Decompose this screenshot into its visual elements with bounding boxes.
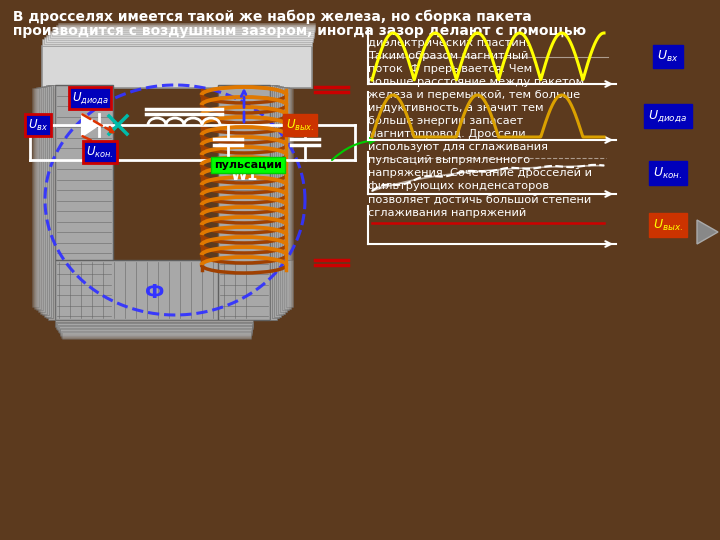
FancyBboxPatch shape [286, 88, 293, 307]
FancyBboxPatch shape [55, 320, 253, 327]
Text: $U_{диода}$: $U_{диода}$ [71, 90, 109, 106]
FancyBboxPatch shape [36, 87, 43, 310]
FancyBboxPatch shape [56, 25, 315, 32]
FancyBboxPatch shape [270, 260, 277, 320]
FancyBboxPatch shape [272, 85, 279, 319]
FancyBboxPatch shape [60, 327, 251, 334]
FancyBboxPatch shape [284, 88, 291, 309]
Polygon shape [82, 114, 99, 136]
FancyBboxPatch shape [60, 329, 251, 336]
FancyBboxPatch shape [58, 326, 252, 333]
Polygon shape [697, 220, 718, 244]
Text: $U_{вх}$: $U_{вх}$ [28, 117, 48, 132]
FancyBboxPatch shape [278, 86, 285, 314]
FancyBboxPatch shape [62, 332, 251, 339]
FancyBboxPatch shape [42, 86, 49, 315]
Text: $U_{кон.}$: $U_{кон.}$ [653, 165, 683, 180]
FancyBboxPatch shape [270, 85, 277, 320]
FancyBboxPatch shape [280, 87, 287, 312]
FancyBboxPatch shape [58, 325, 252, 332]
FancyBboxPatch shape [274, 86, 281, 317]
FancyBboxPatch shape [55, 260, 253, 320]
Text: производится с воздушным зазором, иногда зазор делают с помощью: производится с воздушным зазором, иногда… [8, 24, 586, 38]
FancyBboxPatch shape [52, 29, 314, 36]
FancyBboxPatch shape [218, 85, 270, 320]
FancyBboxPatch shape [46, 85, 53, 319]
FancyBboxPatch shape [34, 88, 41, 309]
Text: диэлектрических пластин.
Таким образом магнитный
поток  Ф прерывается. Чем
больш: диэлектрических пластин. Таким образом м… [368, 38, 592, 218]
Text: пульсации: пульсации [214, 160, 282, 170]
FancyBboxPatch shape [272, 260, 279, 319]
FancyBboxPatch shape [42, 46, 312, 88]
FancyBboxPatch shape [44, 37, 312, 44]
FancyBboxPatch shape [48, 85, 55, 320]
FancyBboxPatch shape [55, 85, 113, 320]
FancyBboxPatch shape [61, 330, 251, 338]
FancyBboxPatch shape [284, 260, 291, 309]
FancyBboxPatch shape [58, 23, 315, 30]
FancyBboxPatch shape [44, 86, 51, 317]
FancyBboxPatch shape [276, 86, 283, 315]
Text: $U_{вх}$: $U_{вх}$ [657, 49, 679, 64]
FancyBboxPatch shape [282, 260, 289, 310]
FancyBboxPatch shape [54, 27, 315, 34]
FancyBboxPatch shape [274, 260, 281, 317]
Text: Ф: Ф [145, 282, 165, 301]
Text: $U_{кон.}$: $U_{кон.}$ [86, 144, 114, 159]
FancyBboxPatch shape [56, 321, 253, 328]
FancyBboxPatch shape [32, 88, 39, 307]
Text: $U_{вых.}$: $U_{вых.}$ [653, 218, 683, 233]
FancyBboxPatch shape [48, 33, 313, 40]
FancyBboxPatch shape [282, 87, 289, 310]
Text: $U_{вых.}$: $U_{вых.}$ [286, 117, 314, 132]
FancyBboxPatch shape [38, 87, 45, 312]
Text: $U_{диода}$: $U_{диода}$ [649, 108, 688, 124]
FancyBboxPatch shape [276, 260, 283, 315]
FancyBboxPatch shape [40, 86, 47, 314]
FancyBboxPatch shape [42, 39, 312, 46]
FancyBboxPatch shape [280, 260, 287, 312]
FancyBboxPatch shape [278, 260, 285, 314]
Text: В дросселях имеется такой же набор железа, но сборка пакета: В дросселях имеется такой же набор желез… [8, 10, 532, 24]
FancyBboxPatch shape [46, 35, 312, 42]
Text: W1: W1 [230, 167, 258, 183]
FancyBboxPatch shape [286, 260, 293, 307]
FancyBboxPatch shape [57, 323, 253, 330]
FancyBboxPatch shape [50, 31, 314, 38]
